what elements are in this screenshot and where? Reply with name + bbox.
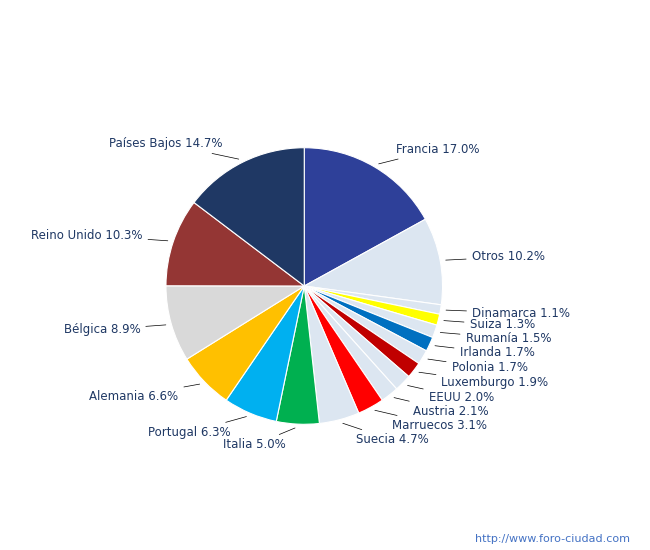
Wedge shape xyxy=(187,286,304,400)
Wedge shape xyxy=(304,286,419,377)
Wedge shape xyxy=(304,286,437,338)
Text: Francia 17.0%: Francia 17.0% xyxy=(379,142,480,164)
Text: Países Bajos 14.7%: Países Bajos 14.7% xyxy=(109,137,239,159)
Text: Dinamarca 1.1%: Dinamarca 1.1% xyxy=(446,306,570,320)
Text: Yecla - Turistas extranjeros según país - Octubre de 2024: Yecla - Turistas extranjeros según país … xyxy=(116,15,534,31)
Text: Bélgica 8.9%: Bélgica 8.9% xyxy=(64,323,166,336)
Text: Luxemburgo 1.9%: Luxemburgo 1.9% xyxy=(419,372,549,389)
Wedge shape xyxy=(304,286,359,424)
Text: Alemania 6.6%: Alemania 6.6% xyxy=(89,384,200,403)
Wedge shape xyxy=(166,202,304,286)
Text: Otros 10.2%: Otros 10.2% xyxy=(446,250,545,263)
Wedge shape xyxy=(304,286,439,325)
Text: Suecia 4.7%: Suecia 4.7% xyxy=(343,424,428,446)
Text: Rumanía 1.5%: Rumanía 1.5% xyxy=(440,332,551,345)
Wedge shape xyxy=(304,286,426,364)
Text: EEUU 2.0%: EEUU 2.0% xyxy=(408,386,494,404)
Text: Polonia 1.7%: Polonia 1.7% xyxy=(428,359,528,375)
Text: Suiza 1.3%: Suiza 1.3% xyxy=(444,318,535,331)
Wedge shape xyxy=(304,286,441,314)
Wedge shape xyxy=(304,286,409,389)
Wedge shape xyxy=(304,286,433,351)
Text: Italia 5.0%: Italia 5.0% xyxy=(223,428,295,452)
Wedge shape xyxy=(304,219,443,305)
Text: http://www.foro-ciudad.com: http://www.foro-ciudad.com xyxy=(476,534,630,544)
Text: Reino Unido 10.3%: Reino Unido 10.3% xyxy=(31,229,168,242)
Wedge shape xyxy=(304,286,396,400)
Wedge shape xyxy=(304,148,425,286)
Wedge shape xyxy=(276,286,319,424)
Text: Irlanda 1.7%: Irlanda 1.7% xyxy=(435,346,534,360)
Text: Austria 2.1%: Austria 2.1% xyxy=(394,398,489,417)
Text: Marruecos 3.1%: Marruecos 3.1% xyxy=(375,410,487,432)
Wedge shape xyxy=(226,286,304,421)
Wedge shape xyxy=(166,286,304,359)
Wedge shape xyxy=(194,148,304,286)
Wedge shape xyxy=(304,286,382,413)
Text: Portugal 6.3%: Portugal 6.3% xyxy=(148,416,246,439)
